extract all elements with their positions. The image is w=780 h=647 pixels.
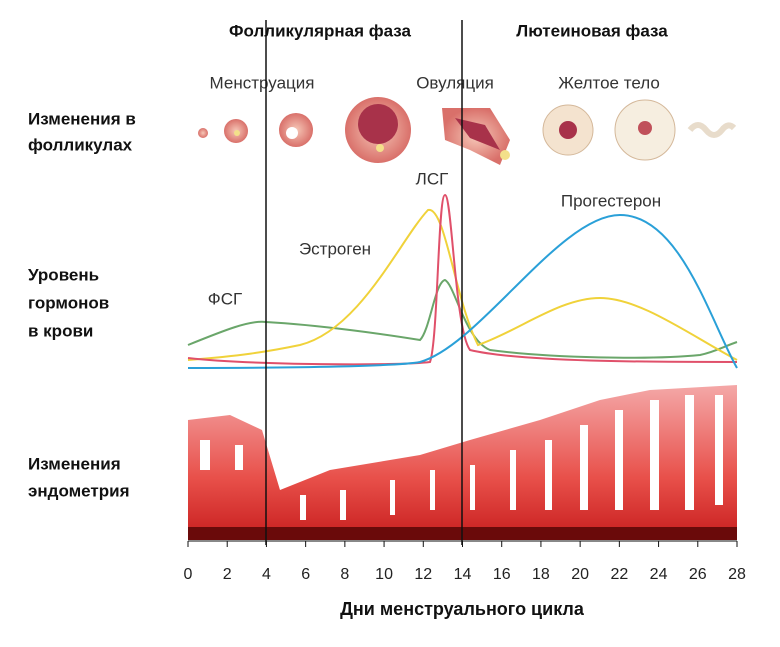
tick-label: 28 [728, 566, 746, 583]
follicles [198, 97, 737, 165]
phase-label: Лютеиновая фаза [516, 21, 668, 40]
tick-label: 16 [493, 566, 511, 583]
tick-label: 26 [689, 566, 707, 583]
tick-label: 18 [532, 566, 550, 583]
hormone-label: Прогестерон [561, 191, 661, 210]
stage-label: Желтое тело [558, 73, 660, 92]
tick-label: 4 [262, 566, 271, 583]
hormone-label: ФСГ [208, 289, 242, 308]
stage-label: Овуляция [416, 73, 494, 92]
tick-label: 2 [223, 566, 232, 583]
tick-label: 14 [454, 566, 472, 583]
row-label: в крови [28, 321, 93, 340]
row-label: фолликулах [28, 135, 133, 154]
tick-label: 12 [414, 566, 432, 583]
x-ticks: 0 2 4 6 8 10 12 14 16 18 20 22 24 26 28 [184, 541, 746, 583]
phase-label: Фолликулярная фаза [229, 21, 411, 40]
estrogen-curve [187, 208, 738, 361]
row-label: Уровень [28, 265, 99, 284]
tick-label: 6 [301, 566, 310, 583]
row-label: эндометрия [28, 481, 130, 500]
tick-label: 8 [340, 566, 349, 583]
axis-title: Дни менструального цикла [340, 599, 585, 619]
tick-label: 20 [571, 566, 589, 583]
hormone-label: ЛСГ [416, 169, 449, 188]
tick-label: 0 [184, 566, 193, 583]
stage-label: Менструация [210, 73, 315, 92]
tick-label: 24 [650, 566, 668, 583]
tick-label: 10 [375, 566, 393, 583]
row-label: Изменения [28, 454, 121, 473]
row-label: гормонов [28, 293, 109, 312]
progesterone-curve [187, 213, 738, 369]
row-label: Изменения в [28, 109, 136, 128]
lh-curve [187, 193, 738, 366]
hormone-label: Эстроген [299, 239, 371, 258]
tick-label: 22 [610, 566, 628, 583]
